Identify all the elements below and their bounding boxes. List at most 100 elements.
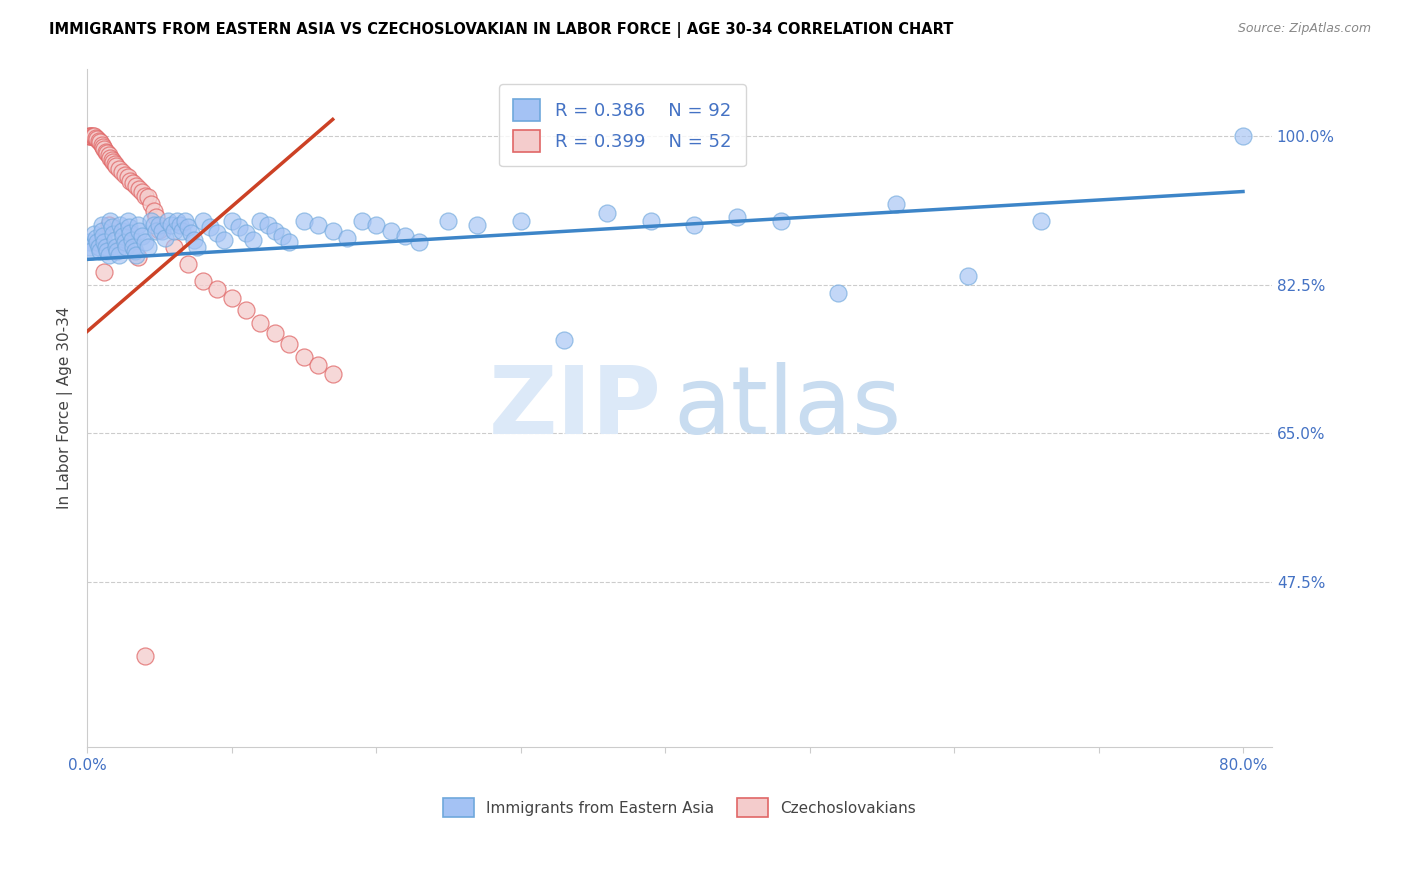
Point xyxy=(82,129,104,144)
Point xyxy=(205,226,228,240)
Point xyxy=(153,231,176,245)
Point xyxy=(84,231,107,245)
Point xyxy=(1029,214,1052,228)
Point xyxy=(509,214,531,228)
Text: ZIP: ZIP xyxy=(489,362,662,454)
Point xyxy=(957,269,980,284)
Point xyxy=(117,170,139,185)
Point xyxy=(89,244,111,258)
Point xyxy=(160,219,183,233)
Point xyxy=(98,151,121,165)
Point xyxy=(198,220,221,235)
Point xyxy=(98,214,121,228)
Point xyxy=(292,214,315,228)
Point xyxy=(125,248,148,262)
Point xyxy=(112,235,135,250)
Point xyxy=(100,153,122,168)
Point xyxy=(596,205,619,219)
Point xyxy=(292,350,315,364)
Point xyxy=(827,286,849,301)
Point xyxy=(103,156,125,170)
Point xyxy=(90,224,112,238)
Point xyxy=(122,240,145,254)
Point xyxy=(186,240,208,254)
Point xyxy=(84,131,107,145)
Point xyxy=(221,214,243,228)
Point xyxy=(115,240,138,254)
Point xyxy=(93,235,115,249)
Point xyxy=(86,132,108,146)
Point xyxy=(100,220,122,235)
Point xyxy=(683,219,706,233)
Point xyxy=(191,274,214,288)
Point xyxy=(97,148,120,162)
Point xyxy=(118,220,141,235)
Point xyxy=(336,231,359,245)
Point xyxy=(271,229,294,244)
Point xyxy=(191,214,214,228)
Point xyxy=(93,265,115,279)
Point xyxy=(264,326,287,341)
Point xyxy=(114,235,136,249)
Point xyxy=(278,337,301,351)
Point xyxy=(128,182,150,196)
Point xyxy=(104,159,127,173)
Point xyxy=(131,229,153,244)
Point xyxy=(249,316,271,330)
Point xyxy=(97,248,120,262)
Point xyxy=(111,165,134,179)
Text: IMMIGRANTS FROM EASTERN ASIA VS CZECHOSLOVAKIAN IN LABOR FORCE | AGE 30-34 CORRE: IMMIGRANTS FROM EASTERN ASIA VS CZECHOSL… xyxy=(49,22,953,38)
Point xyxy=(124,244,146,258)
Legend: Immigrants from Eastern Asia, Czechoslovakians: Immigrants from Eastern Asia, Czechoslov… xyxy=(437,792,922,823)
Point xyxy=(117,214,139,228)
Point xyxy=(80,129,103,144)
Point xyxy=(163,224,186,238)
Point xyxy=(278,235,301,249)
Point xyxy=(884,197,907,211)
Point xyxy=(142,219,165,233)
Point xyxy=(307,218,329,232)
Text: Source: ZipAtlas.com: Source: ZipAtlas.com xyxy=(1237,22,1371,36)
Point xyxy=(221,291,243,305)
Point xyxy=(127,219,149,233)
Point xyxy=(79,129,101,144)
Point xyxy=(134,235,156,249)
Point xyxy=(205,282,228,296)
Point xyxy=(142,204,165,219)
Point xyxy=(249,214,271,228)
Point xyxy=(148,218,170,232)
Point xyxy=(77,235,100,250)
Point xyxy=(90,219,112,233)
Point xyxy=(145,210,167,224)
Point xyxy=(104,240,127,254)
Point xyxy=(172,224,194,238)
Point xyxy=(169,219,191,233)
Point xyxy=(183,233,205,247)
Point xyxy=(465,219,488,233)
Point xyxy=(139,197,162,211)
Point xyxy=(120,173,142,187)
Point xyxy=(97,219,120,233)
Point xyxy=(136,240,159,254)
Point xyxy=(769,214,792,228)
Point xyxy=(101,227,124,241)
Point xyxy=(93,142,115,156)
Point xyxy=(148,223,170,237)
Point xyxy=(177,257,200,271)
Point xyxy=(120,226,142,240)
Point xyxy=(408,235,430,249)
Point xyxy=(94,240,117,254)
Point xyxy=(553,333,575,347)
Point xyxy=(96,244,118,258)
Point xyxy=(91,229,114,244)
Point xyxy=(112,229,135,244)
Point xyxy=(166,214,188,228)
Point xyxy=(134,648,156,663)
Point xyxy=(242,233,264,247)
Point xyxy=(121,233,143,247)
Point xyxy=(163,240,186,254)
Point xyxy=(94,145,117,159)
Point xyxy=(108,248,131,262)
Point xyxy=(322,224,344,238)
Point xyxy=(264,224,287,238)
